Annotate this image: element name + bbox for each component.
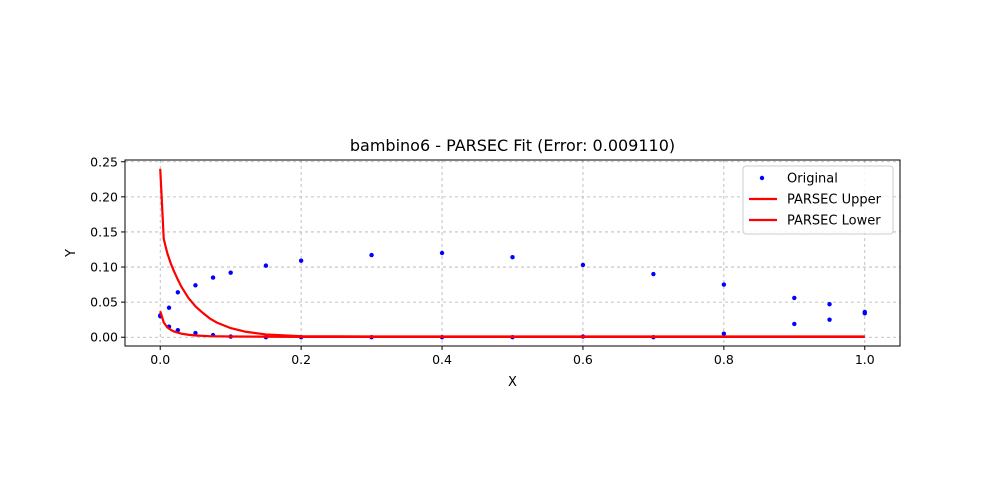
data-point [721,282,727,287]
data-point [166,305,172,310]
y-tick-label: 0.20 [90,189,118,204]
y-axis-label: Y [64,249,79,258]
data-point [721,331,727,336]
legend-label: PARSEC Lower [787,214,881,229]
y-tick-label: 0.15 [90,224,118,239]
series-original [158,250,867,340]
data-point [510,255,515,260]
data-point [193,283,198,288]
x-tick-label: 0.4 [432,352,452,367]
x-tick-label: 1.0 [855,352,875,367]
series-layer [158,168,867,340]
x-tick-label: 0.8 [714,352,734,367]
y-tick-label: 0.10 [90,260,118,275]
legend-label: PARSEC Upper [787,193,882,208]
data-point [792,295,797,301]
y-tick-label: 0.05 [90,295,118,310]
data-point [827,302,832,307]
legend-marker [759,175,765,181]
data-point [263,263,269,268]
plot-frame [124,159,901,347]
data-point [827,317,832,322]
data-point [210,275,216,280]
data-point [175,290,181,295]
data-point [228,270,233,275]
data-point [651,271,656,277]
legend-label: Original [787,172,838,187]
data-point [792,321,797,327]
series-line-parsec-lower [159,310,865,338]
data-point [580,262,586,268]
y-axis: 0.00 0.05 0.10 0.15 0.20 0.25 [90,154,125,345]
data-point [862,311,867,316]
data-point [193,330,198,336]
chart-title: bambino6 - PARSEC Fit (Error: 0.009110) [350,136,675,155]
x-tick-label: 0.2 [291,352,311,367]
y-tick-label: 0.25 [90,154,118,169]
data-point [298,258,304,263]
x-tick-label: 0.0 [150,352,170,367]
x-axis-label: X [508,375,517,390]
x-axis: 0.0 0.2 0.4 0.6 0.8 1.0 [150,346,875,367]
data-point [369,252,374,258]
data-point [439,250,445,256]
legend-box [742,165,894,235]
y-tick-label: 0.00 [90,330,118,345]
legend: Original PARSEC Upper PARSEC Lower [742,165,894,235]
x-tick-label: 0.6 [573,352,593,367]
